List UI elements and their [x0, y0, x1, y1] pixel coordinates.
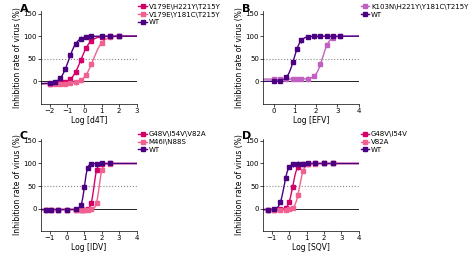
Text: A: A [20, 4, 28, 14]
X-axis label: Log [IDV]: Log [IDV] [71, 243, 106, 252]
X-axis label: Log [SQV]: Log [SQV] [292, 243, 330, 252]
X-axis label: Log [d4T]: Log [d4T] [71, 115, 107, 124]
Y-axis label: Inhibition rate of virus (%): Inhibition rate of virus (%) [235, 134, 244, 236]
Legend: K103N\H221Y\Y181C\T215Y, WT: K103N\H221Y\Y181C\T215Y, WT [361, 4, 468, 18]
Y-axis label: Inhibition rate of virus (%): Inhibition rate of virus (%) [235, 7, 244, 108]
Y-axis label: Inhibition rate of virus (%): Inhibition rate of virus (%) [13, 134, 22, 236]
Text: D: D [242, 131, 251, 141]
X-axis label: Log [EFV]: Log [EFV] [293, 115, 329, 124]
Legend: G48V\I54V, V82A, WT: G48V\I54V, V82A, WT [361, 131, 408, 153]
Text: B: B [242, 4, 250, 14]
Legend: G48V\I54V\V82A, M46I\N88S, WT: G48V\I54V\V82A, M46I\N88S, WT [138, 131, 207, 153]
Y-axis label: Inhibition rate of virus (%): Inhibition rate of virus (%) [13, 7, 22, 108]
Legend: V179E\H221Y\T215Y, V179E\Y181C\T215Y, WT: V179E\H221Y\T215Y, V179E\Y181C\T215Y, WT [138, 4, 221, 25]
Text: C: C [20, 131, 28, 141]
